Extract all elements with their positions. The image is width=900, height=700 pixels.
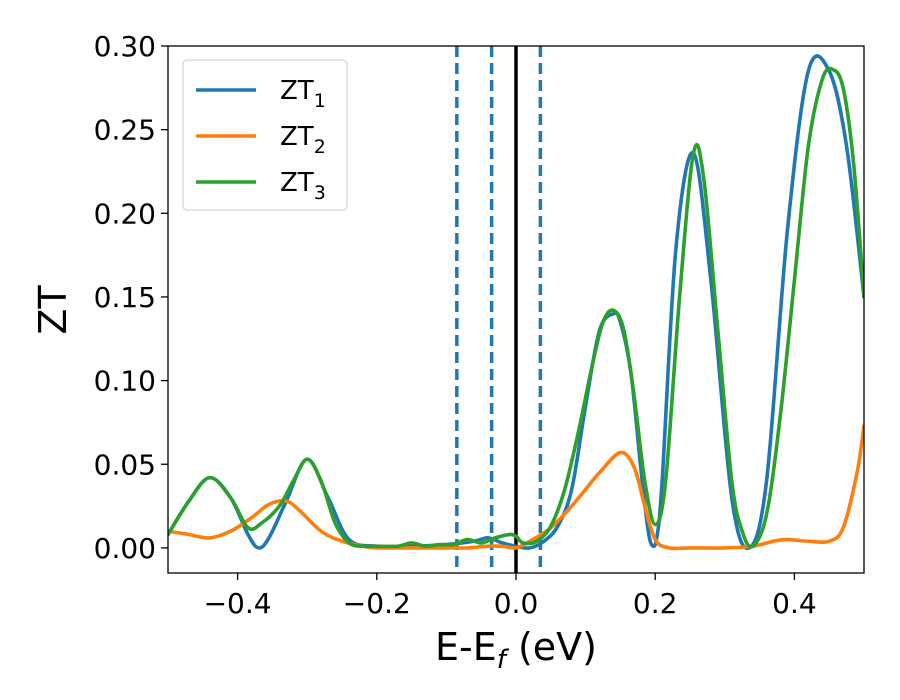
y-tick-label: 0.10: [94, 365, 156, 398]
series-line-zt2: [168, 423, 864, 551]
y-tick-label: 0.05: [94, 448, 156, 481]
series-lines: [168, 54, 864, 551]
legend-label-zt3: ZT3: [280, 168, 326, 204]
x-tick-label: 0.2: [633, 587, 678, 620]
y-axis-ticks: 0.00 0.05 0.10 0.15 0.20 0.25 0.30: [94, 30, 168, 565]
vertical-lines: [455, 46, 543, 573]
x-tick-label: 0.0: [494, 587, 539, 620]
y-tick-label: 0.15: [94, 281, 156, 314]
legend-label-zt2: ZT2: [280, 122, 326, 158]
y-axis-label: ZT: [31, 285, 75, 335]
series-line-zt3: [168, 66, 864, 549]
x-axis-label: E-Ef (eV): [435, 625, 597, 675]
y-tick-label: 0.00: [94, 532, 156, 565]
x-tick-label: −0.2: [343, 587, 411, 620]
legend-label-zt1: ZT1: [280, 76, 326, 112]
x-tick-label: 0.4: [772, 587, 817, 620]
x-axis-ticks: −0.4 −0.2 0.0 0.2 0.4: [204, 573, 817, 620]
y-tick-label: 0.20: [94, 197, 156, 230]
y-tick-label: 0.25: [94, 114, 156, 147]
x-axis-label-unit: (eV): [506, 625, 597, 669]
x-tick-label: −0.4: [204, 587, 272, 620]
legend: ZT1 ZT2 ZT3: [182, 59, 348, 211]
y-tick-label: 0.30: [94, 30, 156, 63]
legend-box: [182, 59, 348, 211]
